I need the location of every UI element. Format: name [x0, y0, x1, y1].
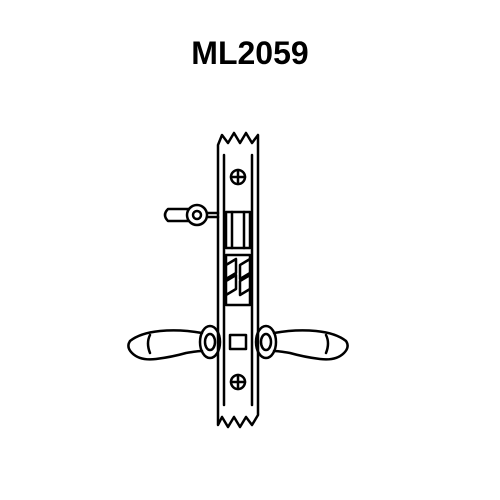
mortise-lock-svg [60, 102, 440, 462]
lever-left [128, 326, 220, 359]
thumbturn-shaft [193, 211, 201, 219]
thumbturn-base [187, 205, 207, 225]
thumbturn-lever [165, 209, 188, 221]
latch-head [226, 212, 250, 248]
product-title: ML2059 [191, 35, 308, 72]
lock-diagram [0, 82, 500, 482]
lever-right [256, 326, 348, 359]
spindle-slot [230, 335, 246, 349]
